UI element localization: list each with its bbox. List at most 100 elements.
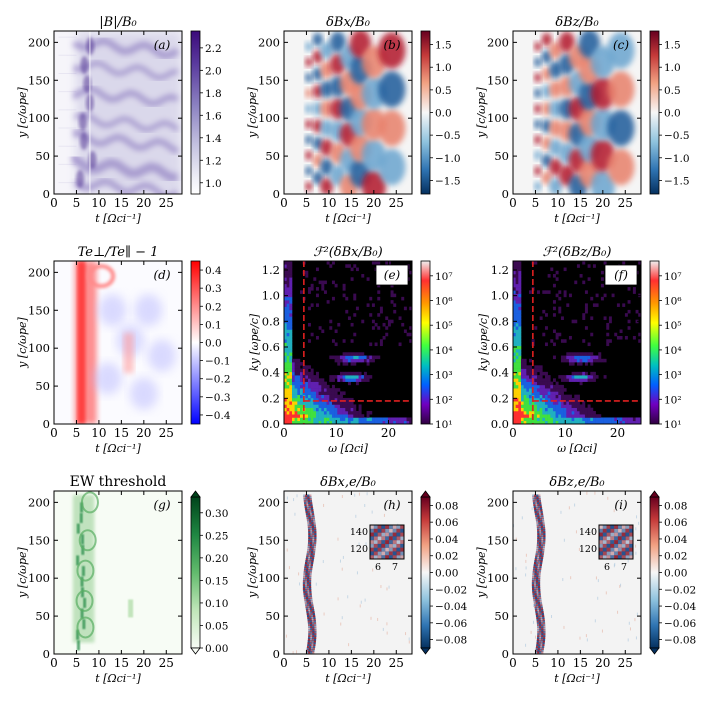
- colorbar-tick-label: −0.5: [664, 130, 690, 142]
- colorbar-tick-label: −0.06: [435, 618, 467, 630]
- x-tick-label: 10: [321, 656, 336, 670]
- x-axis-label: t [Ωci⁻¹]: [554, 212, 600, 225]
- panel-label: (e): [384, 268, 401, 282]
- colorbar-tick-label: 0.04: [664, 534, 688, 546]
- inset-x-tick: 6: [604, 562, 610, 573]
- x-tick-label: 5: [303, 196, 311, 210]
- x-tick-label: 5: [532, 656, 540, 670]
- y-tick-label: 150: [28, 533, 50, 547]
- x-tick-label: 15: [344, 656, 359, 670]
- x-tick-label: 0: [50, 196, 58, 210]
- x-tick-label: 15: [114, 656, 129, 670]
- inset-y-tick: 140: [350, 527, 368, 538]
- y-axis-label: y [c/ωpe]: [16, 546, 29, 598]
- y-tick-label: 0: [43, 187, 50, 201]
- y-tick-label: 100: [487, 111, 509, 125]
- panel-label: (f): [614, 268, 628, 282]
- colorbar-tick-label: −0.5: [435, 130, 461, 142]
- y-tick-label: 100: [487, 571, 509, 585]
- colorbar-h: 0.08 0.06 0.04 0.02 0.00 −0.02 −0.04 −0.06 −0.08: [420, 490, 467, 655]
- y-tick-label: 1.0: [491, 289, 509, 303]
- y-tick-label: 200: [258, 495, 280, 509]
- panel-label: (d): [153, 268, 170, 282]
- inset: 6 7 140 120: [579, 524, 634, 573]
- x-axis-label: t [Ωci⁻¹]: [325, 672, 371, 685]
- panel-label: (b): [383, 38, 400, 52]
- colorbar-tick-label: 0.5: [435, 85, 452, 97]
- y-tick-label: 0: [273, 187, 280, 201]
- colorbar-tick-label: 1.0: [435, 62, 452, 74]
- colorbar-tick-label: 0.02: [664, 551, 687, 563]
- axes-frame: [283, 260, 413, 425]
- panel-title: ℱ²(δBz/B₀): [543, 245, 612, 260]
- panel-i: 0 5 10 15 20 25 0 50 100 150 200 t [Ωci⁻¹] y [c/ωpe]…: [475, 475, 696, 685]
- colorbar-tick-label: 0.0: [435, 108, 452, 120]
- x-tick-label: 10: [91, 656, 106, 670]
- y-tick-label: 0.2: [262, 391, 280, 405]
- panel-h: 0 5 10 15 20 25 0 50 100 150 200 t [Ωci⁻¹] y [c/ωpe]…: [246, 475, 467, 685]
- x-axis-label: ω [Ωci]: [557, 442, 598, 455]
- y-tick-label: 100: [258, 571, 280, 585]
- panel-a: 0 5 10 15 20 25 0 50 100 150 200 t [Ωci⁻¹] y [c/ωpe]…: [16, 15, 222, 225]
- x-tick-label: 25: [159, 196, 174, 210]
- colorbar-tick-label: 0.10: [205, 598, 228, 610]
- y-axis-label: y [c/ωpe]: [475, 86, 488, 138]
- y-axis-label: ky [ωpe/c]: [248, 313, 261, 371]
- x-tick-label: 10: [558, 426, 573, 440]
- y-tick-label: 100: [28, 571, 50, 585]
- panel-label: (c): [613, 38, 629, 52]
- y-tick-label: 0.8: [262, 314, 280, 328]
- y-tick-label: 0.4: [491, 366, 509, 380]
- y-tick-label: 200: [28, 265, 50, 279]
- colorbar-tick-label: 0.20: [205, 553, 228, 565]
- panel-g: 0 5 10 15 20 25 0 50 100 150 200 t [Ωci⁻¹] y [c/ωpe]…: [16, 474, 228, 685]
- y-tick-label: 0.6: [491, 340, 509, 354]
- colorbar-tick-label: 1.0: [664, 62, 681, 74]
- y-tick-label: 200: [258, 35, 280, 49]
- y-tick-label: 200: [28, 495, 50, 509]
- x-tick-label: 20: [136, 426, 151, 440]
- heatmap-d: [54, 261, 182, 424]
- y-tick-label: 200: [28, 35, 50, 49]
- x-tick-label: 15: [573, 196, 588, 210]
- x-axis-label: ω [Ωci]: [328, 442, 369, 455]
- colorbar-tick-label: 0.05: [205, 620, 228, 632]
- x-tick-label: 10: [550, 656, 565, 670]
- x-tick-label: 0: [280, 196, 288, 210]
- panel-title: δBz/B₀: [555, 15, 599, 30]
- y-axis-label: ky [ωpe/c]: [477, 313, 490, 371]
- y-tick-label: 0.8: [491, 314, 509, 328]
- y-tick-label: 150: [258, 73, 280, 87]
- y-tick-label: 50: [265, 149, 280, 163]
- x-tick-label: 20: [136, 196, 151, 210]
- x-tick-label: 25: [159, 426, 174, 440]
- inset-y-tick: 120: [350, 544, 368, 555]
- y-tick-label: 50: [35, 379, 50, 393]
- panel-label: (a): [154, 38, 171, 52]
- x-tick-label: 5: [73, 196, 81, 210]
- colorbar-tick-label: 1.4: [205, 133, 222, 145]
- axes-frame: [53, 260, 183, 425]
- x-tick-label: 15: [114, 426, 129, 440]
- x-tick-label: 0: [280, 656, 288, 670]
- panel-title: ℱ²(δBx/B₀): [313, 245, 382, 260]
- y-tick-label: 0: [43, 647, 50, 661]
- y-axis-label: y [c/ωpe]: [246, 546, 259, 598]
- y-tick-label: 150: [487, 73, 509, 87]
- x-tick-label: 0: [50, 426, 58, 440]
- panel-title: Te⊥/Te∥ − 1: [78, 245, 159, 260]
- colorbar-tick-label: 0.25: [205, 530, 228, 542]
- heatmap-a: [54, 31, 182, 194]
- colorbar-tick-label: −0.08: [435, 635, 467, 647]
- colorbar-tick-label: 0.3: [205, 283, 222, 295]
- panel-c: 0 5 10 15 20 25 0 50 100 150 200 t [Ωci⁻¹] y [c/ωpe]…: [475, 15, 690, 225]
- colorbar-f: 10⁷ 10⁶ 10⁵ 10⁴ 10³ 10² 10¹: [649, 260, 682, 431]
- y-tick-label: 150: [28, 303, 50, 317]
- colorbar-tick-label: 0.00: [435, 568, 458, 580]
- y-axis-label: y [c/ωpe]: [246, 86, 259, 138]
- axes-frame: [512, 490, 642, 655]
- colorbar-tick-label: 0.00: [205, 643, 228, 655]
- x-tick-label: 10: [550, 196, 565, 210]
- colorbar-tick-label: 10¹: [664, 419, 682, 431]
- y-tick-label: 1.2: [491, 263, 509, 277]
